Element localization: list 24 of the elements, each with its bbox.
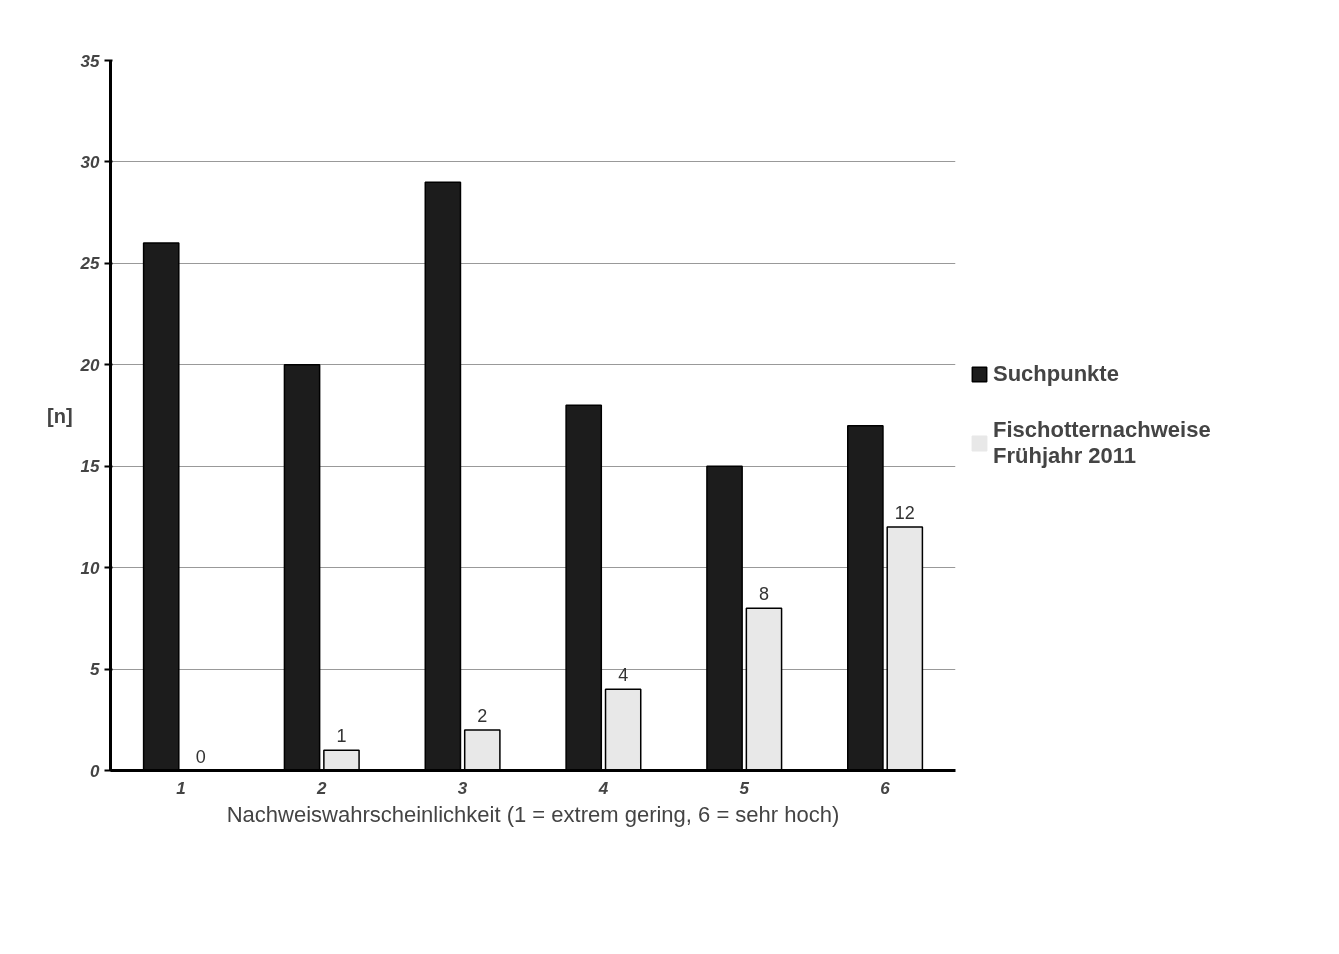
data-label: 0 [195,746,206,767]
data-label: 8 [758,584,769,605]
y-tick-label: 25 [79,254,101,274]
x-axis-title: Nachweiswahrscheinlichkeit (1 = extrem gering, 6 = sehr hoch) [226,801,840,827]
x-tick-label: 2 [316,778,328,798]
data-label: 2 [477,705,488,726]
data-label: 1 [336,726,347,747]
legend-label: Fischotternachweise Frühjahr 2011 [993,417,1211,469]
y-tick-label: 5 [90,660,101,680]
x-tick-label: 6 [880,778,891,798]
y-tick-label: 10 [80,558,101,578]
data-label: 4 [618,665,629,686]
y-axis-title: [n] [47,404,73,427]
y-tick-label: 0 [90,761,101,781]
x-tick-label: 3 [457,778,468,798]
x-tick-label: 4 [597,778,609,798]
y-tick-label: 20 [79,355,101,375]
y-tick-label: 30 [80,152,101,172]
y-tick-label: 35 [80,51,101,71]
x-tick-label: 1 [176,778,186,798]
data-label: 12 [894,503,915,524]
x-tick-label: 5 [739,778,750,798]
y-tick-label: 15 [80,457,101,477]
legend-label: Suchpunkte [993,361,1119,387]
